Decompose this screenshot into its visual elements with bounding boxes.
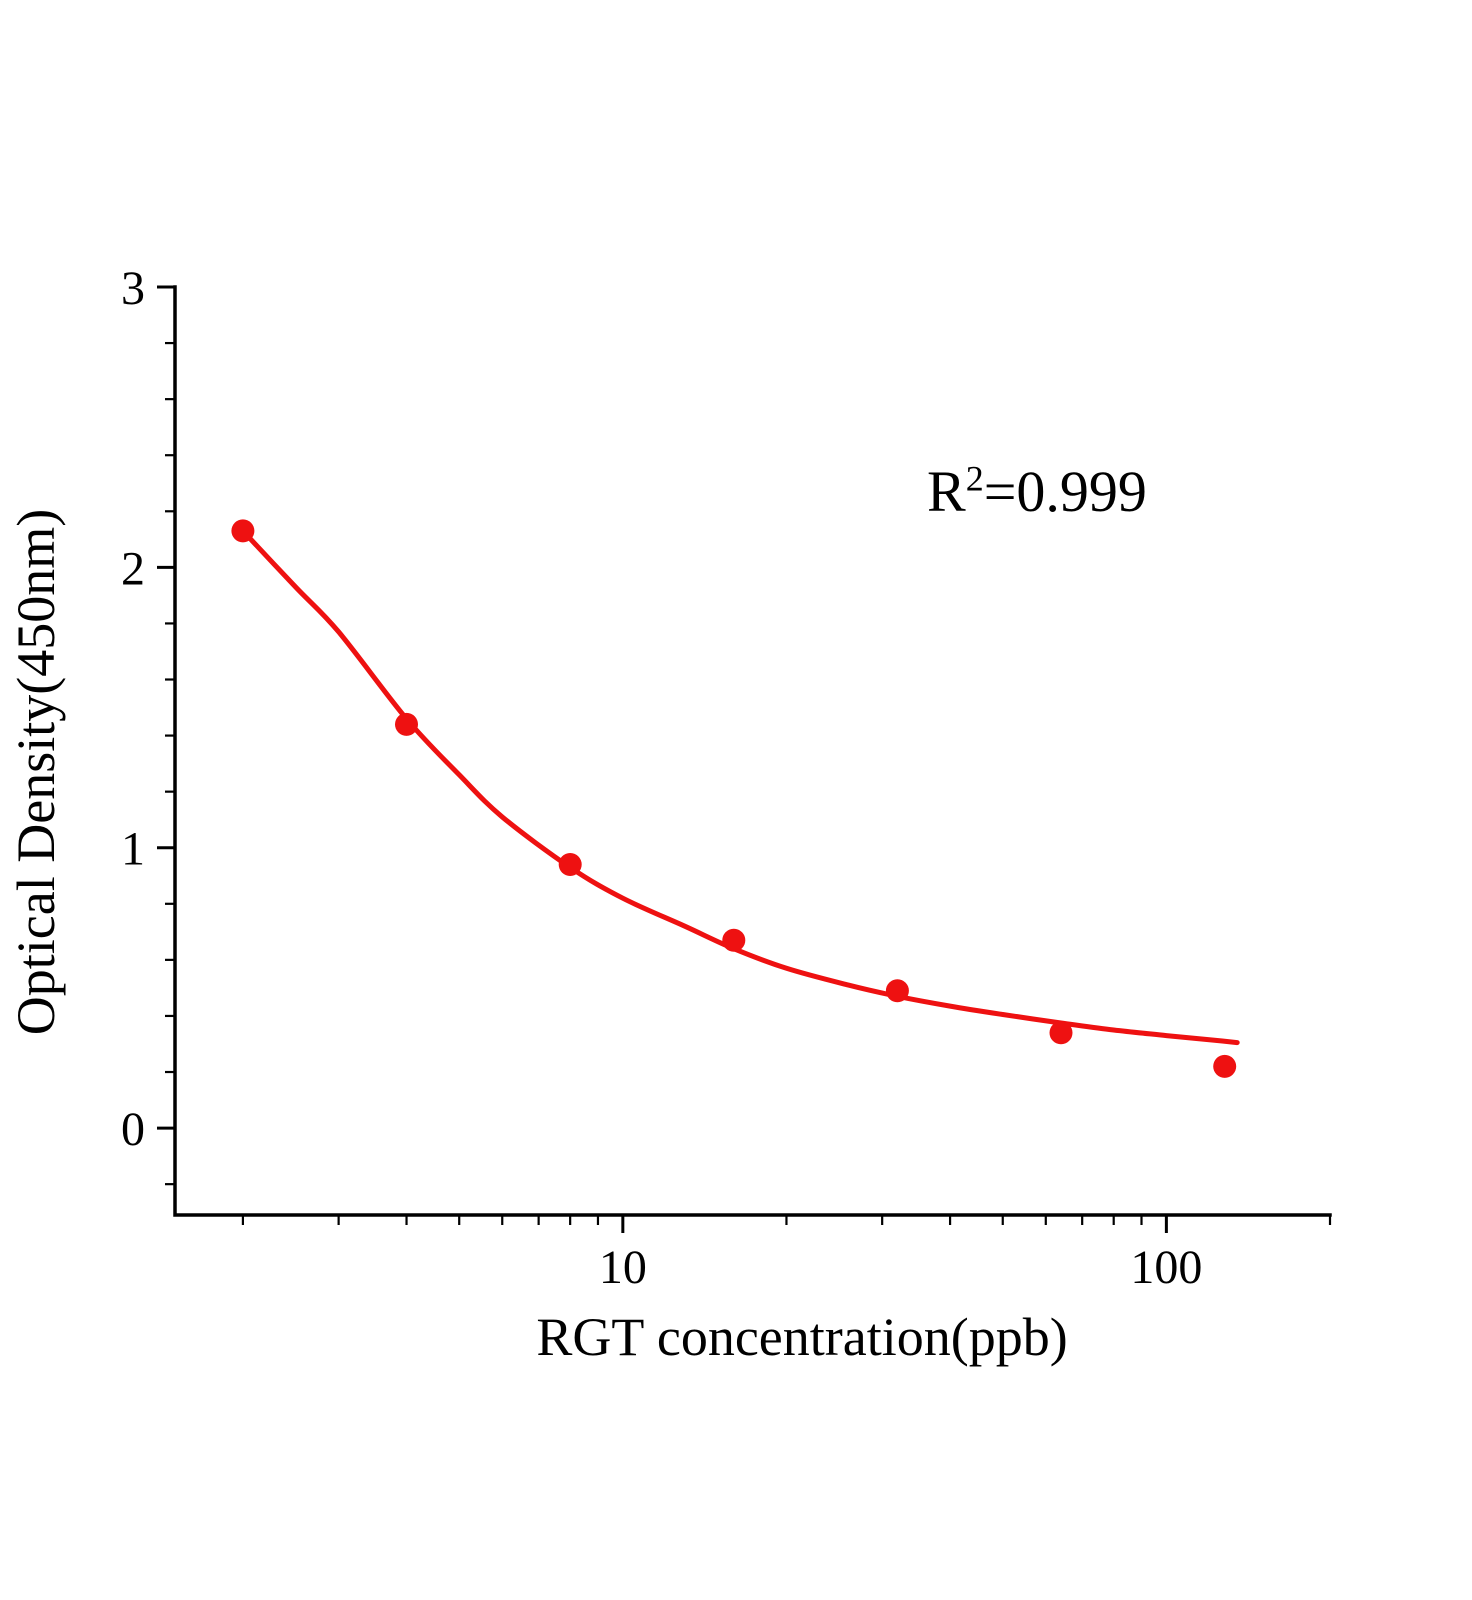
data-point xyxy=(1049,1021,1073,1045)
x-axis-title: RGT concentration(ppb) xyxy=(536,1307,1068,1367)
data-points xyxy=(231,519,1237,1078)
y-axis-title: Optical Density(450nm) xyxy=(6,508,66,1036)
data-point xyxy=(722,928,746,952)
axis-ticks xyxy=(157,285,1332,1233)
r-squared-annotation: R2=0.999 xyxy=(927,461,1147,521)
axis-frame xyxy=(173,285,1332,1217)
data-point xyxy=(395,712,418,736)
y-tick-label: 0 xyxy=(121,1103,145,1156)
data-point xyxy=(231,519,255,543)
y-tick-label: 2 xyxy=(121,542,145,595)
y-tick-label: 1 xyxy=(121,823,145,876)
data-point xyxy=(885,979,909,1003)
y-tick-label: 3 xyxy=(121,262,145,315)
r-squared-base: R xyxy=(927,459,966,524)
axes xyxy=(173,285,1332,1217)
data-point xyxy=(558,853,582,876)
tick-labels: 0 1 2 3 10 100 xyxy=(121,262,1202,1294)
x-tick-label: 100 xyxy=(1130,1241,1202,1294)
r-squared-value: =0.999 xyxy=(983,459,1147,524)
x-tick-label: 10 xyxy=(599,1241,647,1294)
r-squared-exponent: 2 xyxy=(965,458,984,499)
data-point xyxy=(1213,1054,1237,1078)
fit-line xyxy=(240,528,1240,1046)
